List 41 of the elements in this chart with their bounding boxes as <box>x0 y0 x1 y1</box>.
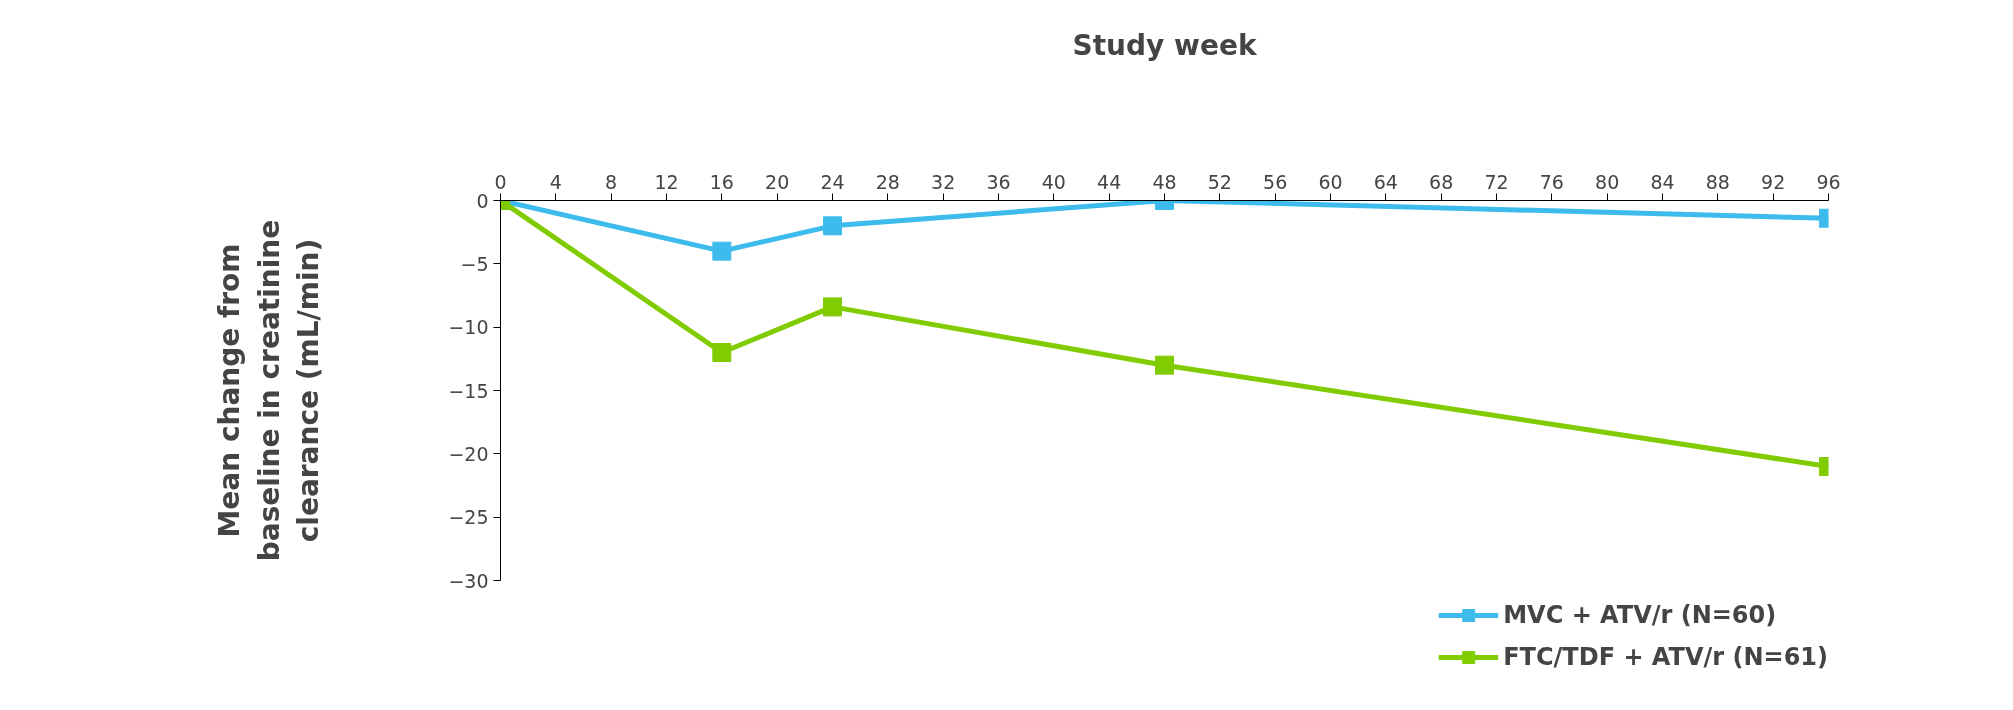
point <box>712 343 732 362</box>
y-tick-label: 0 <box>476 189 489 212</box>
x-tick-label: 8 <box>605 170 618 193</box>
y-tick-label: −15 <box>448 379 489 402</box>
x-tick-label: 12 <box>654 170 679 193</box>
x-tick-label: 76 <box>1539 170 1564 193</box>
x-tick-label: 64 <box>1373 170 1398 193</box>
legend-label: MVC + ATV/r (N=60) <box>1503 601 1777 629</box>
y-axis-title: Mean change from baseline in creatinine clearance (mL/min) <box>213 219 326 562</box>
x-tick-label: 20 <box>765 170 790 193</box>
x-tick-label: 48 <box>1152 170 1177 193</box>
y-tick-label: −5 <box>460 252 489 275</box>
point <box>823 216 842 236</box>
y-tick-label: −30 <box>448 569 489 592</box>
x-tick-label: 32 <box>931 170 956 193</box>
x-axis-title: Study week <box>1072 28 1258 62</box>
x-tick-label: 44 <box>1097 170 1122 193</box>
x-tick-label: 16 <box>709 170 734 193</box>
x-tick-label: 0 <box>494 170 507 193</box>
point <box>823 297 842 317</box>
x-tick-label: 84 <box>1650 170 1675 193</box>
x-tick-label: 88 <box>1705 170 1730 193</box>
x-tick-label: 68 <box>1429 170 1454 193</box>
x-tick-label: 92 <box>1761 170 1786 193</box>
y-tick-label: −20 <box>448 442 489 465</box>
x-tick-label: 56 <box>1263 170 1288 193</box>
point <box>712 241 732 261</box>
x-tick-label: 40 <box>1041 170 1066 193</box>
y-tick-label: −10 <box>448 316 489 339</box>
x-tick-label: 24 <box>820 170 845 193</box>
legend-label: FTC/TDF + ATV/r (N=61) <box>1503 643 1828 671</box>
x-tick-label: 4 <box>549 170 562 193</box>
x-tick-label: 60 <box>1318 170 1343 193</box>
x-tick-label: 96 <box>1816 170 1841 193</box>
x-tick-label: 52 <box>1207 170 1232 193</box>
x-tick-label: 80 <box>1595 170 1620 193</box>
x-tick-label: 72 <box>1484 170 1509 193</box>
x-tick-label: 36 <box>986 170 1011 193</box>
y-tick-label: −25 <box>448 506 489 529</box>
x-tick-label: 28 <box>875 170 900 193</box>
point <box>1155 355 1174 375</box>
